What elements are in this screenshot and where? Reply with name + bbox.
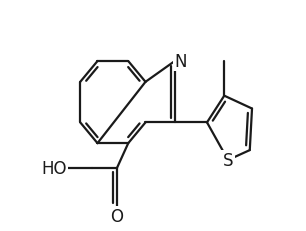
Text: HO: HO xyxy=(41,159,67,177)
Text: S: S xyxy=(223,151,233,169)
Text: O: O xyxy=(110,208,124,225)
Text: N: N xyxy=(175,53,187,71)
